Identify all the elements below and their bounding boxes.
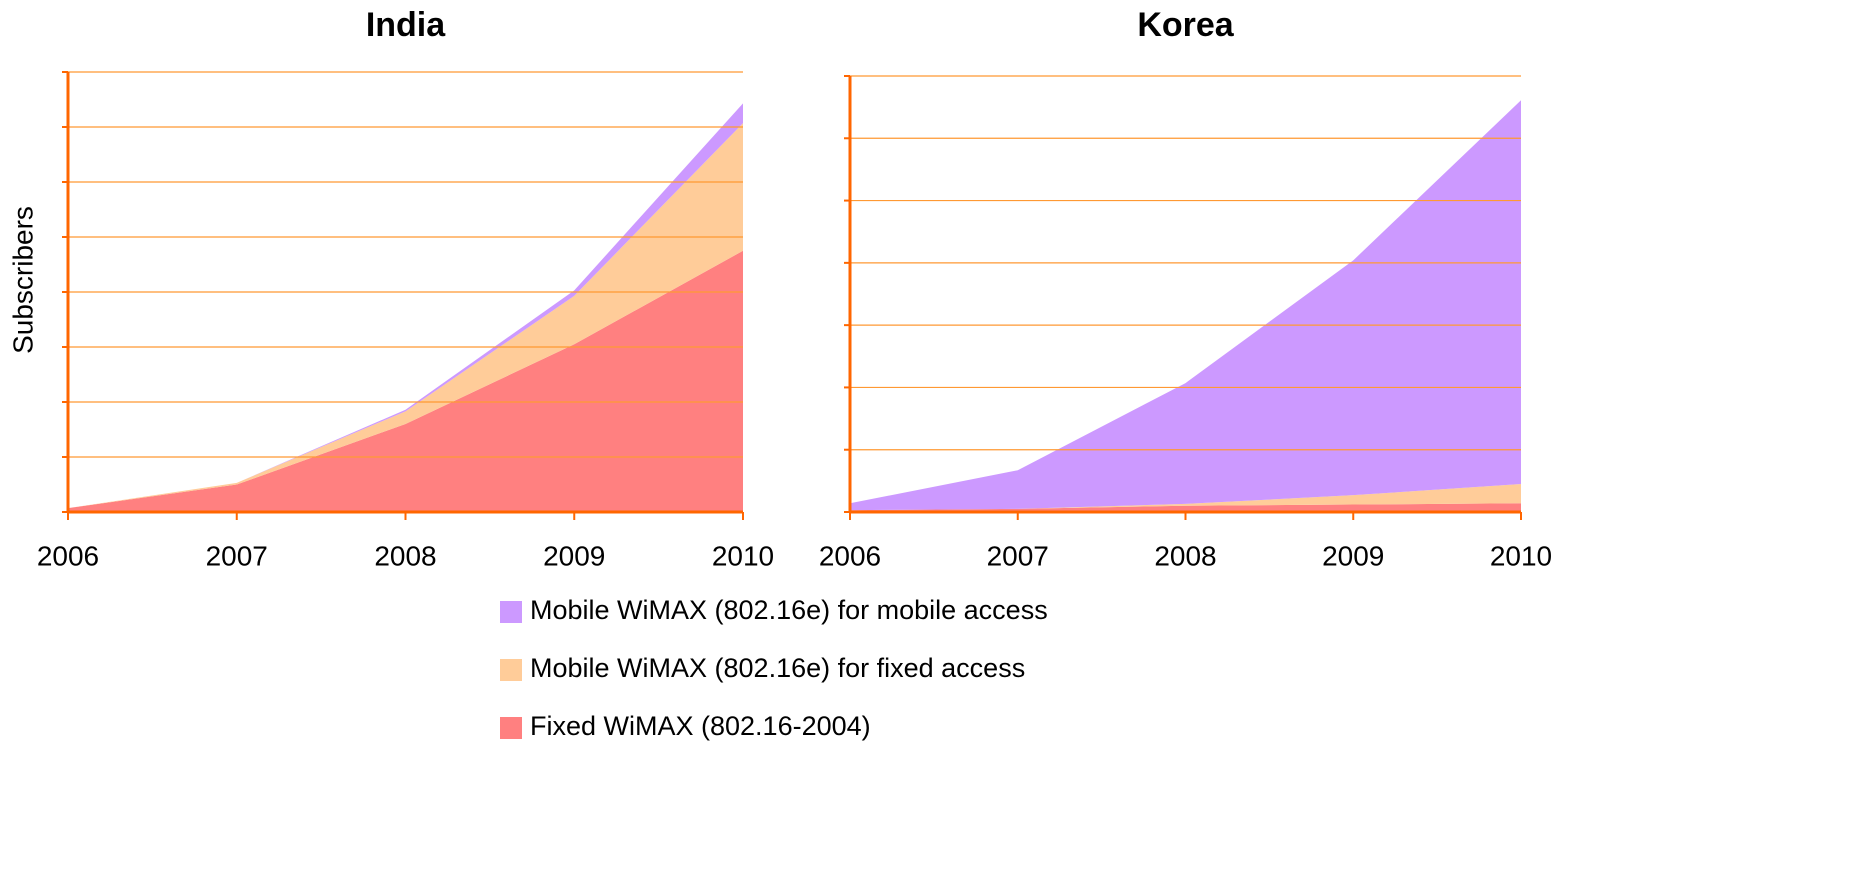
x-tick-label: 2010 (1490, 540, 1552, 571)
x-tick-label: 2009 (1322, 540, 1384, 571)
area (68, 250, 743, 512)
area (850, 100, 1521, 511)
area (850, 503, 1521, 512)
x-tick-label: 2008 (374, 540, 436, 571)
area (68, 123, 743, 509)
y-axis-label: Subscribers (7, 206, 38, 354)
legend-swatch (500, 717, 522, 739)
legend-label: Fixed WiMAX (802.16-2004) (530, 711, 871, 741)
legend-swatch (500, 659, 522, 681)
chart-title: Korea (1137, 6, 1234, 44)
x-tick-label: 2007 (987, 540, 1049, 571)
legend-label: Mobile WiMAX (802.16e) for mobile access (530, 595, 1048, 625)
legend-swatch (500, 601, 522, 623)
x-tick-label: 2010 (712, 540, 774, 571)
x-tick-label: 2008 (1154, 540, 1216, 571)
area (850, 483, 1521, 511)
x-tick-label: 2009 (543, 540, 605, 571)
x-tick-label: 2007 (206, 540, 268, 571)
legend-label: Mobile WiMAX (802.16e) for fixed access (530, 653, 1025, 683)
chart-title: India (366, 6, 446, 44)
x-tick-label: 2006 (819, 540, 881, 571)
x-tick-label: 2006 (37, 540, 99, 571)
